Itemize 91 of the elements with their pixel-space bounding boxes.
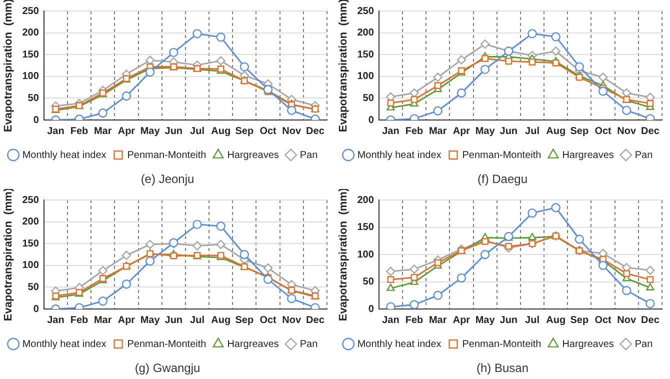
x-tick-label: Aug bbox=[211, 126, 231, 137]
x-tick-label: Jan bbox=[47, 126, 64, 137]
y-tick-label: 200 bbox=[22, 28, 40, 39]
x-tick-label: Oct bbox=[260, 126, 278, 137]
x-tick-label: May bbox=[475, 314, 496, 326]
x-tick-label: Sep bbox=[235, 314, 254, 326]
y-tick-label: 50 bbox=[362, 92, 374, 104]
x-tick-label: Oct bbox=[594, 126, 612, 137]
x-tick-label: Jun bbox=[500, 126, 518, 137]
legend-label: Hargreaves bbox=[227, 150, 279, 161]
text: (f) Daegu bbox=[476, 171, 529, 188]
x-tick-label: Jan bbox=[382, 314, 400, 326]
x-tick-label: Nov bbox=[282, 126, 302, 137]
y-tick-label: 150 bbox=[22, 49, 40, 60]
legend-label: Penman-Monteith bbox=[462, 150, 542, 161]
x-tick-label: Apr bbox=[452, 314, 470, 326]
y-tick-label: 200 bbox=[357, 194, 374, 206]
y-tick-label: 200 bbox=[357, 28, 374, 39]
x-tick-label: Mar bbox=[428, 126, 447, 137]
legend-label: Monthly heat index bbox=[22, 150, 106, 161]
x-tick-label: Jul bbox=[190, 314, 205, 326]
x-tick-label: Mar bbox=[428, 314, 447, 326]
x-tick-label: Aug bbox=[546, 126, 566, 137]
x-tick-label: Jul bbox=[525, 126, 540, 137]
x-tick-label: Mar bbox=[94, 314, 112, 326]
x-tick-label: Apr bbox=[118, 126, 136, 137]
legend-label: Monthly heat index bbox=[357, 338, 442, 350]
y-tick-label: 200 bbox=[22, 216, 40, 228]
y-tick-label: 150 bbox=[22, 238, 40, 250]
x-tick-label: Nov bbox=[282, 314, 302, 326]
legend-label: Pan bbox=[300, 338, 318, 350]
x-tick-label: Sep bbox=[235, 126, 254, 137]
x-tick-label: Jul bbox=[525, 314, 540, 326]
x-tick-label: May bbox=[475, 126, 496, 137]
legend-label: Hargreaves bbox=[562, 338, 614, 350]
legend-label: Penman-Monteith bbox=[127, 150, 206, 161]
y-tick-label: 0 bbox=[368, 114, 374, 126]
y-tick-label: 0 bbox=[368, 304, 374, 315]
x-tick-label: Nov bbox=[617, 314, 636, 326]
y-tick-label: 0 bbox=[33, 304, 40, 315]
x-tick-label: Mar bbox=[94, 126, 112, 137]
y-tick-label: 100 bbox=[357, 249, 374, 260]
x-tick-label: Jun bbox=[164, 126, 183, 137]
x-tick-label: Sep bbox=[570, 126, 589, 137]
y-tick-label: 50 bbox=[28, 282, 40, 293]
x-tick-label: Feb bbox=[70, 314, 88, 326]
legend-label: Pan bbox=[300, 150, 318, 161]
legend-label: Penman-Monteith bbox=[127, 338, 206, 350]
y-tick-label: 250 bbox=[357, 6, 374, 17]
legend-label: Pan bbox=[634, 338, 653, 350]
legend-label: Penman-Monteith bbox=[462, 338, 542, 350]
x-tick-label: Sep bbox=[570, 314, 589, 326]
x-tick-label: Jun bbox=[500, 314, 518, 326]
x-tick-label: Feb bbox=[70, 126, 88, 137]
y-tick-label: 50 bbox=[28, 92, 40, 104]
y-tick-label: 250 bbox=[22, 6, 40, 17]
x-tick-label: Aug bbox=[546, 314, 566, 326]
x-tick-label: Dec bbox=[306, 126, 325, 137]
text: (e) Jeonju bbox=[140, 171, 196, 188]
x-tick-label: Jul bbox=[190, 126, 205, 137]
y-tick-label: 100 bbox=[22, 71, 40, 82]
text: (h) Busan bbox=[475, 360, 530, 377]
text: (g) Gwangju bbox=[134, 360, 202, 377]
x-tick-label: May bbox=[140, 126, 160, 137]
y-tick-label: 250 bbox=[22, 194, 40, 206]
x-tick-label: Nov bbox=[617, 126, 636, 137]
x-tick-label: Jun bbox=[164, 314, 183, 326]
x-tick-label: Apr bbox=[452, 126, 470, 137]
x-tick-label: Jan bbox=[47, 314, 64, 326]
legend-label: Monthly heat index bbox=[22, 338, 106, 350]
x-tick-label: Dec bbox=[641, 126, 660, 137]
y-tick-label: 0 bbox=[33, 114, 40, 126]
x-tick-label: Feb bbox=[405, 314, 424, 326]
legend-label: Hargreaves bbox=[227, 338, 279, 350]
x-tick-label: Feb bbox=[405, 126, 424, 137]
y-tick-label: 150 bbox=[357, 222, 374, 233]
x-tick-label: Dec bbox=[641, 314, 660, 326]
x-tick-label: Aug bbox=[211, 314, 231, 326]
x-tick-label: Oct bbox=[594, 314, 612, 326]
x-tick-label: Oct bbox=[260, 314, 278, 326]
legend-label: Monthly heat index bbox=[357, 150, 442, 161]
x-tick-label: May bbox=[140, 314, 160, 326]
y-tick-label: 50 bbox=[362, 276, 374, 288]
y-tick-label: 100 bbox=[357, 71, 374, 82]
legend-label: Pan bbox=[634, 150, 653, 161]
x-tick-label: Dec bbox=[306, 314, 325, 326]
legend-label: Hargreaves bbox=[562, 150, 614, 161]
y-tick-label: 150 bbox=[357, 49, 374, 60]
x-tick-label: Apr bbox=[118, 314, 136, 326]
y-tick-label: 100 bbox=[22, 260, 40, 272]
x-tick-label: Jan bbox=[382, 126, 400, 137]
